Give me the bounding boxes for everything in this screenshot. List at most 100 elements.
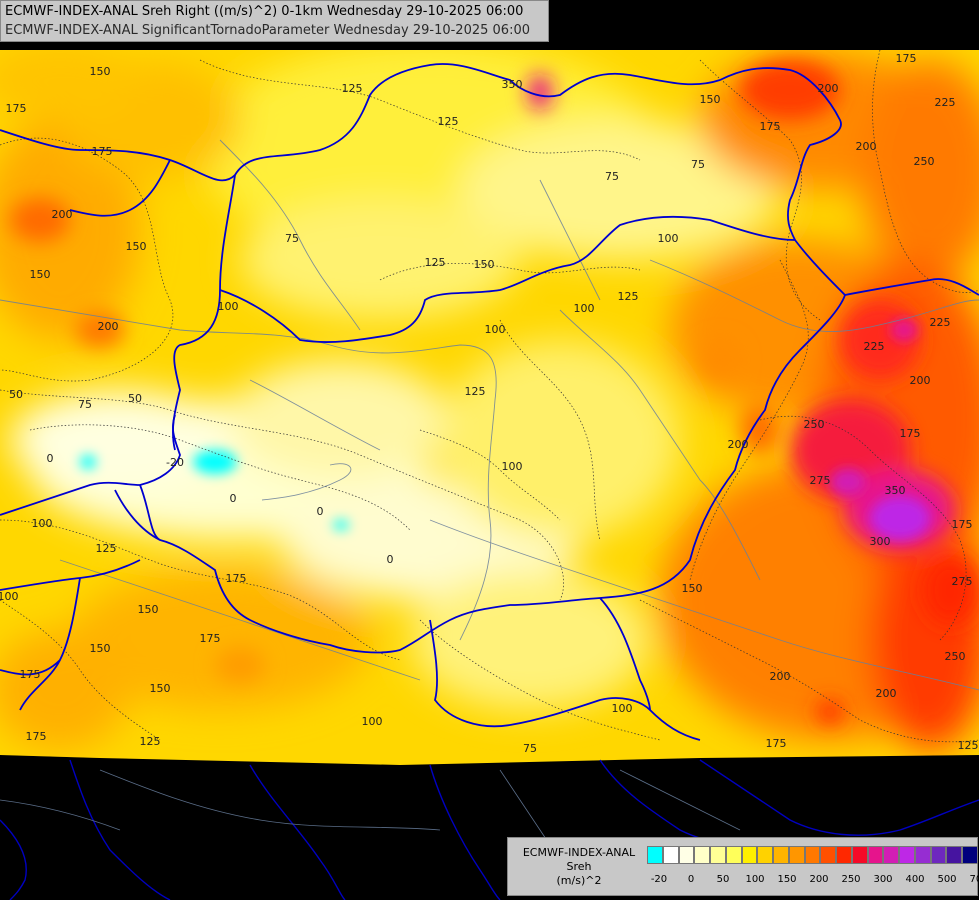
- legend-swatch: [914, 846, 931, 864]
- legend-tick-label: 300: [873, 874, 893, 885]
- contour-label: 150: [30, 268, 51, 281]
- contour-label: 100: [612, 702, 633, 715]
- color-legend: ECMWF-INDEX-ANAL Sreh (m/s)^2 -20 0 50 100 1…: [507, 837, 979, 896]
- contour-label: 175: [760, 120, 781, 133]
- legend-swatch: [788, 846, 805, 864]
- contour-label: 125: [438, 115, 459, 128]
- contour-label: 75: [523, 742, 537, 755]
- legend-swatch: [662, 846, 679, 864]
- contour-label: 200: [52, 208, 73, 221]
- legend-swatch: [678, 846, 695, 864]
- contour-lines: [0, 50, 979, 743]
- legend-swatch: [836, 846, 852, 864]
- contour-label: 150: [700, 93, 721, 106]
- legend-tick-label: 150: [777, 874, 797, 885]
- legend-tick-label: 50: [716, 874, 730, 885]
- contour-label: 100: [658, 232, 679, 245]
- legend-title: ECMWF-INDEX-ANAL: [522, 846, 636, 859]
- contour-label: 275: [810, 474, 831, 487]
- contour-label: 150: [90, 65, 111, 78]
- legend-swatch: [930, 846, 947, 864]
- contour-label: 125: [425, 256, 446, 269]
- contour-label: 150: [138, 603, 159, 616]
- legend-tick-label: 400: [905, 874, 925, 885]
- contour-label: 100: [218, 300, 239, 313]
- contour-label: 175: [20, 668, 41, 681]
- contour-label: 100: [574, 302, 595, 315]
- contour-label: 200: [876, 687, 897, 700]
- contour-label: 0: [47, 452, 54, 465]
- legend-tick-label: 500: [937, 874, 957, 885]
- contour-label: 0: [230, 492, 237, 505]
- legend-tick-labels: -20 0 50 100 150 200 250 300 400 500 700: [647, 874, 979, 888]
- legend-swatch: [725, 846, 742, 864]
- contour-label: -20: [166, 456, 184, 469]
- contour-label: 350: [885, 484, 906, 497]
- contour-label: 200: [770, 670, 791, 683]
- contour-label: 350: [502, 78, 523, 91]
- contour-label: 225: [935, 96, 956, 109]
- contour-label: 175: [200, 632, 221, 645]
- contour-label: 175: [26, 730, 47, 743]
- legend-tick-label: -20: [650, 874, 668, 885]
- country-borders: [0, 63, 979, 741]
- contour-label: 200: [856, 140, 877, 153]
- contour-label: 125: [96, 542, 117, 555]
- legend-unit: (m/s)^2: [556, 874, 602, 887]
- contour-label: 50: [128, 392, 142, 405]
- contour-label: 100: [32, 517, 53, 530]
- legend-swatch: [757, 846, 773, 864]
- legend-tick-label: 250: [841, 874, 861, 885]
- contour-label: 150: [682, 582, 703, 595]
- legend-variable: Sreh: [566, 860, 592, 873]
- legend-swatch: [820, 846, 836, 864]
- legend-swatch: [962, 846, 978, 864]
- title-box: ECMWF-INDEX-ANAL Sreh Right ((m/s)^2) 0-…: [0, 0, 549, 42]
- legend-swatch: [867, 846, 884, 864]
- contour-label: 250: [945, 650, 966, 663]
- legend-swatch: [710, 846, 726, 864]
- contour-label: 175: [900, 427, 921, 440]
- contour-label: 175: [92, 145, 113, 158]
- contour-label: 150: [90, 642, 111, 655]
- contour-label: 0: [317, 505, 324, 518]
- contour-label: 200: [728, 438, 749, 451]
- contour-label: 300: [870, 535, 891, 548]
- rivers: [0, 139, 979, 691]
- contour-label: 175: [896, 52, 917, 65]
- contour-label: 50: [9, 388, 23, 401]
- contour-label: 200: [98, 320, 119, 333]
- contour-label: 100: [362, 715, 383, 728]
- contour-label: 125: [465, 385, 486, 398]
- sreh-field: [0, 50, 979, 765]
- legend-tick-label: 0: [687, 874, 695, 885]
- contour-label: 175: [226, 572, 247, 585]
- legend-swatch: [946, 846, 962, 864]
- contour-label: 200: [818, 82, 839, 95]
- contour-label: 125: [958, 739, 979, 752]
- contour-label: 75: [691, 158, 705, 171]
- contour-label: 100: [0, 590, 19, 603]
- contour-label: 125: [140, 735, 161, 748]
- legend-swatch: [851, 846, 868, 864]
- contour-label: 275: [952, 575, 973, 588]
- contour-labels: 150 125 350 125 150 175 175 200 225 200 250 175 175 2…: [0, 52, 979, 755]
- contour-label: 100: [485, 323, 506, 336]
- contour-label: 175: [6, 102, 27, 115]
- contour-label: 75: [605, 170, 619, 183]
- legend-tick-label: 200: [809, 874, 829, 885]
- contour-label: 75: [78, 398, 92, 411]
- legend-tick-label: 100: [745, 874, 765, 885]
- legend-swatch: [773, 846, 789, 864]
- title-line-1: ECMWF-INDEX-ANAL Sreh Right ((m/s)^2) 0-…: [5, 4, 524, 19]
- contour-label: 150: [126, 240, 147, 253]
- contour-label: 100: [502, 460, 523, 473]
- contour-label: 0: [387, 553, 394, 566]
- contour-label: 125: [618, 290, 639, 303]
- contour-label: 150: [474, 258, 495, 271]
- contour-label: 175: [952, 518, 973, 531]
- legend-swatch: [741, 846, 758, 864]
- legend-swatch: [694, 846, 710, 864]
- contour-label: 225: [864, 340, 885, 353]
